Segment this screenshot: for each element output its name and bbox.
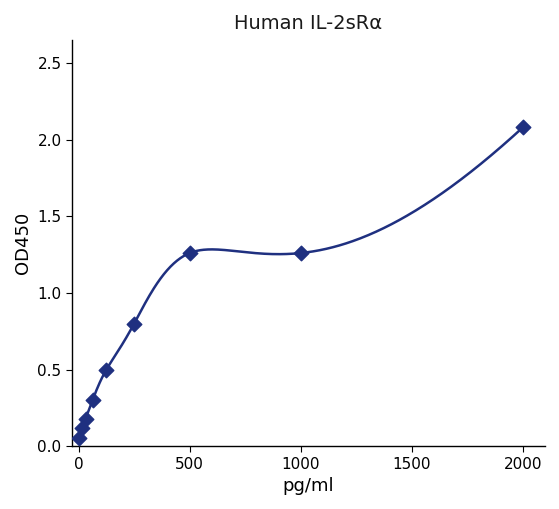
Point bbox=[518, 123, 527, 131]
Point bbox=[88, 396, 97, 404]
Point bbox=[130, 320, 139, 328]
Title: Human IL-2sRα: Human IL-2sRα bbox=[234, 14, 382, 33]
Point bbox=[74, 434, 83, 442]
X-axis label: pg/ml: pg/ml bbox=[283, 477, 334, 495]
Point bbox=[78, 423, 87, 432]
Point bbox=[81, 414, 90, 422]
Y-axis label: OD450: OD450 bbox=[14, 212, 32, 274]
Point bbox=[185, 249, 194, 257]
Point bbox=[102, 365, 111, 374]
Point bbox=[296, 249, 305, 257]
